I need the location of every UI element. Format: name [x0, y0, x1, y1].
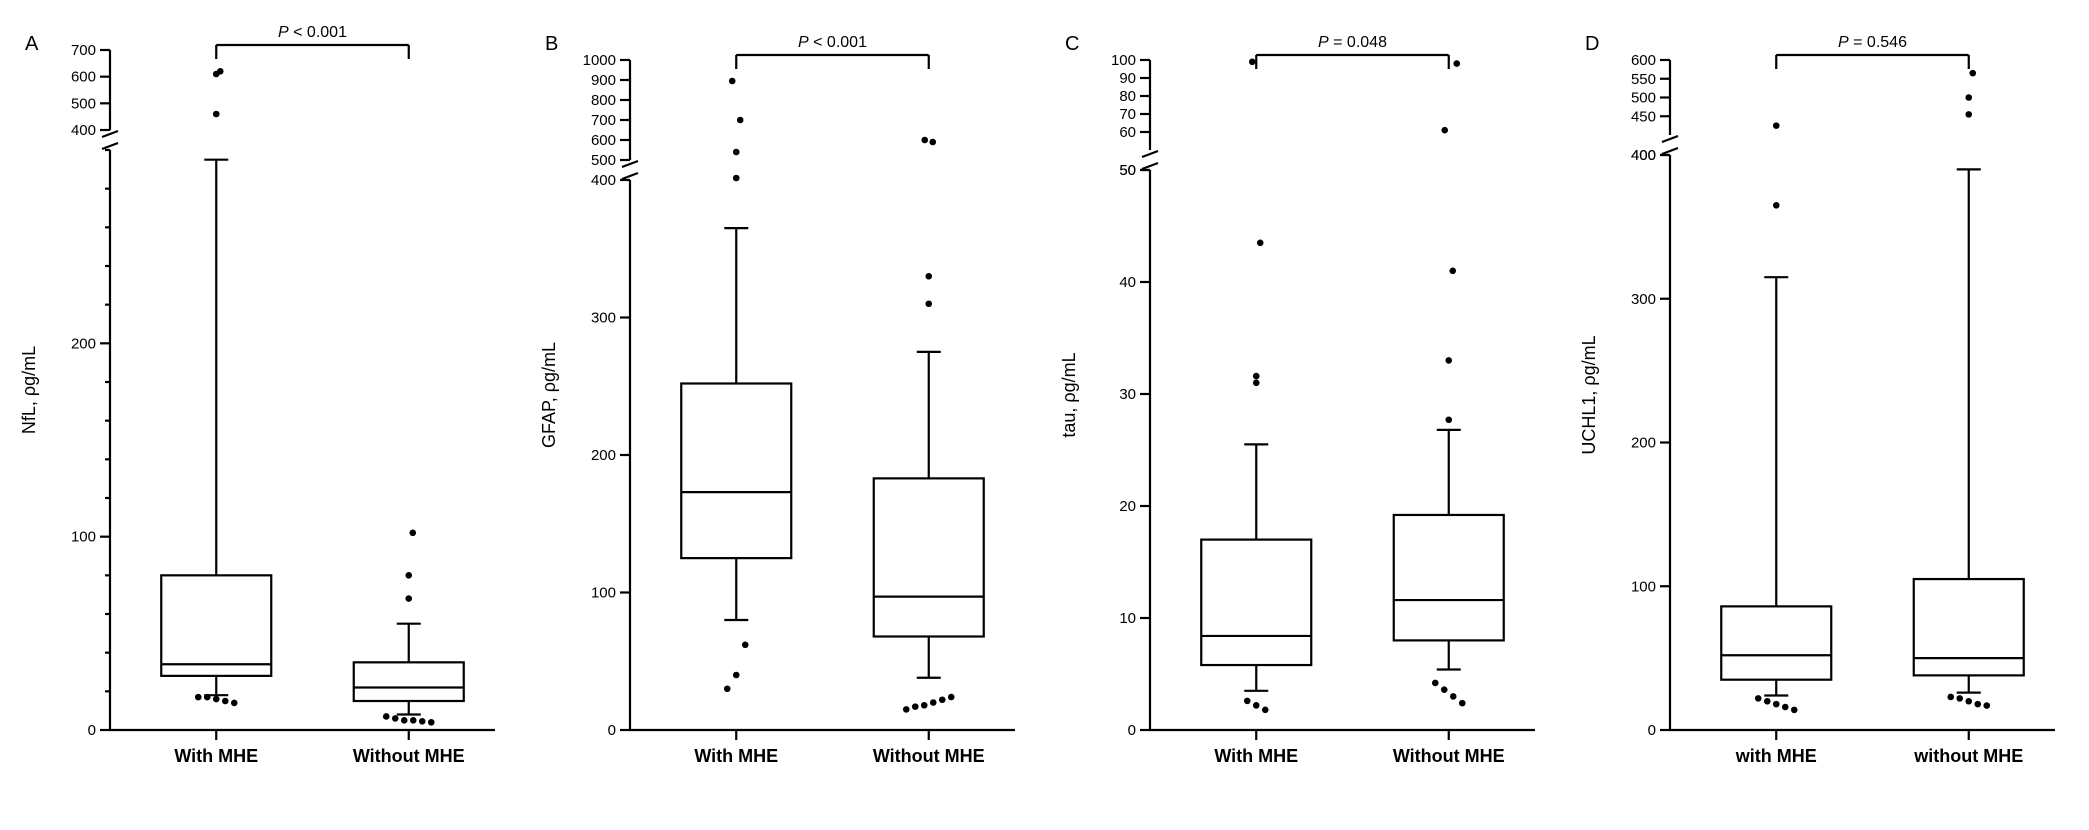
svg-text:300: 300	[590, 310, 615, 327]
svg-text:P < 0.001: P < 0.001	[278, 24, 347, 41]
svg-text:with MHE: with MHE	[1734, 746, 1816, 766]
svg-text:tau, ρg/mL: tau, ρg/mL	[1059, 352, 1079, 437]
svg-text:400: 400	[1630, 147, 1655, 164]
svg-text:200: 200	[70, 335, 95, 352]
svg-text:700: 700	[70, 42, 95, 59]
panel-D: D0100200300400400450500550600UCHL1, ρg/m…	[1575, 20, 2075, 810]
svg-text:without MHE: without MHE	[1913, 746, 2023, 766]
svg-text:90: 90	[1119, 70, 1136, 87]
panel-A-svg: A 0 100 200 400 500 600 700 NfL, ρg/mL With MHE Wi…	[15, 20, 515, 810]
svg-text:D: D	[1585, 33, 1599, 55]
svg-text:0: 0	[87, 722, 95, 739]
svg-text:NfL, ρg/mL: NfL, ρg/mL	[19, 346, 39, 434]
svg-text:450: 450	[1630, 108, 1655, 125]
svg-text:GFAP, ρg/mL: GFAP, ρg/mL	[539, 342, 559, 448]
panel-B: B 0 100 200 300 400 500 600 700 800 900 1000 GFAP, ρ…	[535, 20, 1035, 810]
svg-text:800: 800	[590, 92, 615, 109]
svg-text:B: B	[545, 33, 558, 55]
svg-text:600: 600	[70, 69, 95, 86]
svg-text:700: 700	[590, 112, 615, 129]
panel-B-svg: B 0 100 200 300 400 500 600 700 800 900 1000 GFAP, ρ…	[535, 20, 1035, 810]
svg-text:40: 40	[1119, 274, 1136, 291]
svg-text:600: 600	[1630, 52, 1655, 69]
svg-text:80: 80	[1119, 88, 1136, 105]
svg-text:1000: 1000	[582, 52, 615, 69]
svg-text:0: 0	[1647, 722, 1655, 739]
svg-text:20: 20	[1119, 498, 1136, 515]
svg-text:100: 100	[70, 529, 95, 546]
svg-text:500: 500	[1630, 90, 1655, 107]
svg-text:100: 100	[590, 585, 615, 602]
svg-text:500: 500	[70, 95, 95, 112]
panel-C-svg: C010203040505060708090100tau, ρg/mLWith …	[1055, 20, 1555, 810]
svg-text:0: 0	[1127, 722, 1135, 739]
svg-text:P < 0.001: P < 0.001	[798, 34, 867, 51]
svg-text:C: C	[1065, 33, 1079, 55]
svg-text:P = 0.546: P = 0.546	[1838, 34, 1907, 51]
panel-A: A 0 100 200 400 500 600 700 NfL, ρg/mL With MHE Wi…	[15, 20, 515, 810]
svg-text:100: 100	[1630, 578, 1655, 595]
svg-text:400: 400	[590, 172, 615, 189]
svg-text:Without MHE: Without MHE	[872, 746, 984, 766]
svg-text:With MHE: With MHE	[174, 746, 258, 766]
svg-text:0: 0	[607, 722, 615, 739]
figure-row: A0100200400500600700NfL, ρg/mLWith MHEWi…	[20, 20, 2069, 810]
svg-text:10: 10	[1119, 610, 1136, 627]
svg-text:60: 60	[1119, 124, 1136, 141]
svg-text:550: 550	[1630, 71, 1655, 88]
svg-text:200: 200	[590, 447, 615, 464]
svg-text:Without MHE: Without MHE	[1392, 746, 1504, 766]
svg-text:900: 900	[590, 72, 615, 89]
svg-text:300: 300	[1630, 291, 1655, 308]
panel-D-svg: D0100200300400400450500550600UCHL1, ρg/m…	[1575, 20, 2075, 810]
svg-text:With MHE: With MHE	[694, 746, 778, 766]
svg-text:70: 70	[1119, 106, 1136, 123]
svg-text:100: 100	[1110, 52, 1135, 69]
svg-text:50: 50	[1119, 162, 1136, 179]
svg-text:500: 500	[590, 152, 615, 169]
svg-text:P = 0.048: P = 0.048	[1318, 34, 1387, 51]
panel-C: C010203040505060708090100tau, ρg/mLWith …	[1055, 20, 1555, 810]
svg-text:200: 200	[1630, 435, 1655, 452]
svg-text:Without MHE: Without MHE	[352, 746, 464, 766]
svg-text:UCHL1, ρg/mL: UCHL1, ρg/mL	[1579, 335, 1599, 454]
svg-text:400: 400	[70, 122, 95, 139]
svg-text:With MHE: With MHE	[1214, 746, 1298, 766]
svg-text:A: A	[25, 33, 39, 55]
svg-text:30: 30	[1119, 386, 1136, 403]
svg-text:600: 600	[590, 132, 615, 149]
